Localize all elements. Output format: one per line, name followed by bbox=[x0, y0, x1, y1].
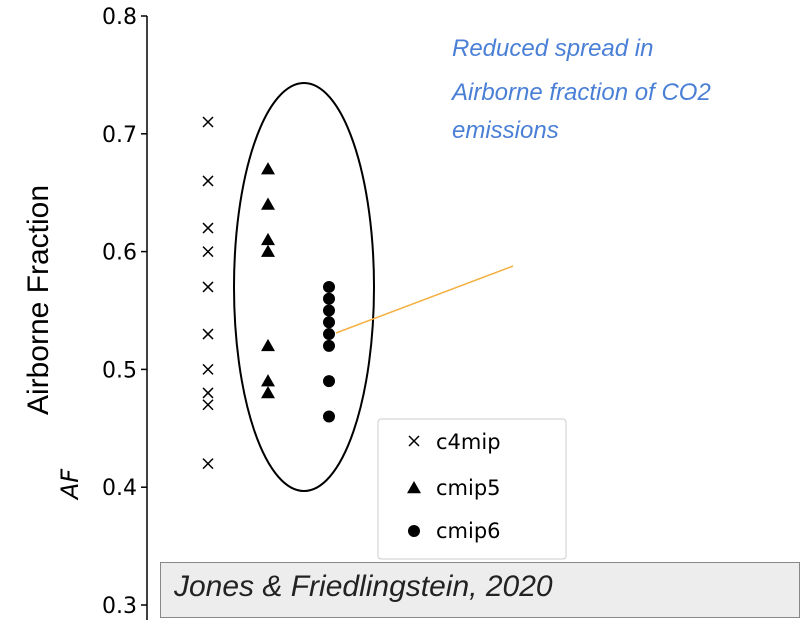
data-marks bbox=[202, 116, 335, 470]
data-point-c4mip bbox=[202, 116, 214, 128]
data-point-cmip6 bbox=[323, 316, 335, 329]
data-point-cmip6 bbox=[323, 304, 335, 317]
data-point-c4mip bbox=[202, 281, 214, 293]
legend-marker-cmip6 bbox=[408, 525, 420, 537]
data-point-c4mip bbox=[202, 222, 214, 234]
data-point-cmip6 bbox=[323, 339, 335, 352]
data-point-cmip6 bbox=[323, 280, 335, 293]
data-point-cmip5 bbox=[261, 162, 275, 175]
data-point-c4mip bbox=[202, 328, 214, 340]
data-point-c4mip bbox=[202, 175, 214, 187]
legend-marker-c4mip bbox=[408, 435, 420, 447]
y-tick-label: 0.3 bbox=[102, 594, 137, 619]
legend-box bbox=[377, 418, 567, 560]
legend: c4mip cmip5 cmip6 bbox=[377, 418, 567, 560]
y-tick-label: 0.5 bbox=[102, 358, 137, 383]
legend-label-c4mip: c4mip bbox=[436, 430, 501, 454]
y-tick-label: 0.6 bbox=[102, 241, 137, 266]
data-point-cmip5 bbox=[261, 244, 275, 257]
data-point-c4mip bbox=[202, 387, 214, 399]
data-point-cmip5 bbox=[261, 197, 275, 210]
y-axis-label: Airborne Fraction bbox=[22, 185, 55, 415]
legend-marker-cmip5 bbox=[407, 481, 421, 494]
y-tick-label: 0.7 bbox=[102, 123, 137, 148]
data-point-cmip6 bbox=[323, 410, 335, 423]
data-point-cmip6 bbox=[323, 375, 335, 388]
y-axis: 0.3 0.4 0.5 0.6 0.7 0.8 bbox=[102, 5, 148, 620]
y-axis-symbol: AF bbox=[56, 468, 84, 501]
data-point-cmip5 bbox=[261, 232, 275, 246]
data-point-c4mip bbox=[202, 458, 214, 470]
citation-box bbox=[160, 562, 800, 618]
highlight-ellipse bbox=[233, 82, 375, 492]
data-point-cmip6 bbox=[323, 328, 335, 341]
data-point-cmip5 bbox=[261, 385, 275, 399]
data-point-c4mip bbox=[202, 399, 214, 411]
y-tick-label: 0.4 bbox=[102, 476, 137, 501]
legend-label-cmip6: cmip6 bbox=[436, 519, 501, 543]
annotation-text: Reduced spread in Airborne fraction of C… bbox=[450, 35, 711, 144]
annotation-line-3: emissions bbox=[452, 117, 559, 144]
annotation-line-1: Reduced spread in bbox=[452, 35, 653, 62]
y-tick-label: 0.8 bbox=[102, 5, 137, 30]
annotation-line-2: Airborne fraction of CO2 bbox=[450, 79, 711, 106]
data-point-c4mip bbox=[202, 363, 214, 375]
data-point-cmip6 bbox=[323, 292, 335, 305]
data-point-c4mip bbox=[202, 246, 214, 258]
citation-text: Jones & Friedlingstein, 2020 bbox=[174, 570, 553, 603]
data-point-cmip5 bbox=[261, 374, 275, 387]
data-point-cmip5 bbox=[261, 338, 275, 352]
annotation-pointer-line bbox=[335, 265, 514, 334]
legend-label-cmip5: cmip5 bbox=[436, 476, 501, 500]
